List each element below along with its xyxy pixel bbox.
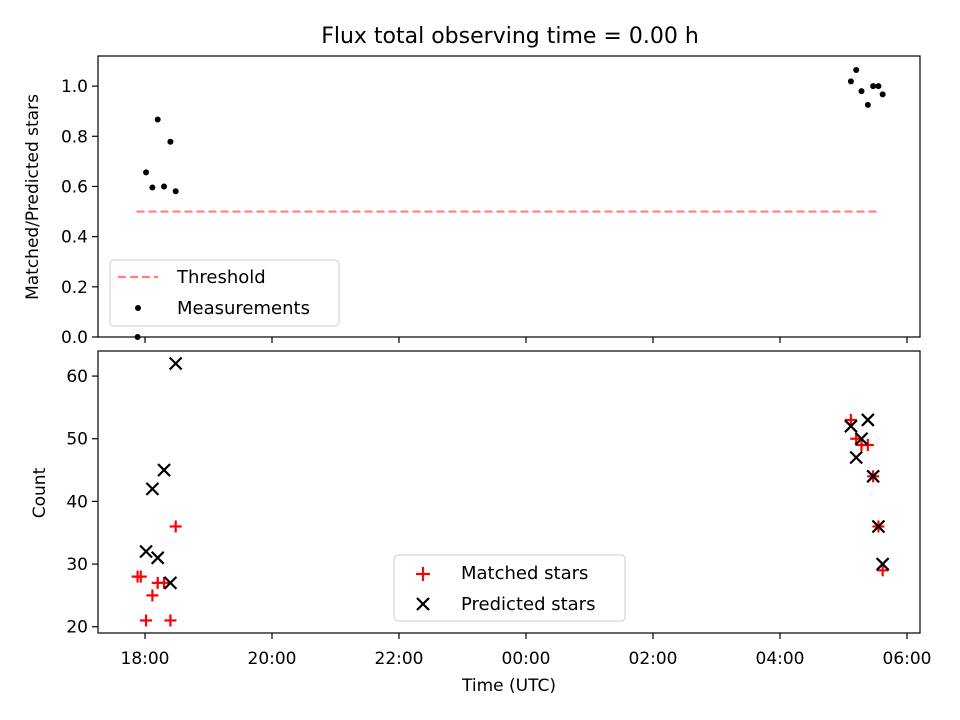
threshold-legend-label: Threshold — [176, 267, 266, 288]
measurement-point — [870, 83, 877, 90]
measurement-point — [853, 67, 860, 74]
predicted-legend-label: Predicted stars — [461, 594, 595, 615]
predicted-star-point — [844, 419, 858, 433]
top-y-axis: 0.0 0.2 0.4 0.6 0.8 1.0 — [61, 77, 98, 348]
bottom-plot-area — [131, 356, 890, 627]
matched-star-point — [876, 564, 889, 577]
predicted-star-point — [145, 482, 160, 496]
matched-star-point — [169, 520, 182, 533]
matched-star-point — [140, 614, 153, 627]
predicted-star-point — [849, 450, 863, 465]
predicted-star-point — [168, 356, 183, 371]
predicted-star-point — [866, 469, 880, 484]
predicted-star-point — [875, 557, 890, 571]
measurement-point — [134, 334, 141, 340]
predicted-star-point — [861, 413, 875, 427]
top-x-axis-ticks — [144, 337, 908, 343]
matched-star-point — [164, 614, 177, 627]
x-tick-label: 22:00 — [375, 649, 424, 669]
measurement-point — [161, 183, 168, 190]
bottom-panel: 20 30 40 50 60 18:00 20:00 22:00 00:00 02:00 04:0… — [30, 350, 932, 696]
matched-star-point — [158, 576, 171, 589]
predicted-star-point — [157, 463, 171, 477]
measurements-legend-label: Measurements — [177, 298, 310, 319]
x-tick-label: 00:00 — [502, 649, 551, 669]
top-plot-area — [134, 67, 886, 340]
measurement-point — [847, 78, 854, 85]
top-y-tick-label: 1.0 — [61, 77, 88, 97]
measurement-point — [864, 101, 871, 108]
predicted-star-point — [139, 544, 153, 559]
top-y-tick-label: 0.6 — [61, 177, 88, 197]
matched-legend-swatch — [416, 567, 430, 581]
x-tick-label: 20:00 — [248, 649, 297, 669]
x-axis: 18:00 20:00 22:00 00:00 02:00 04:00 06:00 — [121, 633, 932, 669]
top-panel: 0.0 0.2 0.4 0.6 0.8 1.0 Matched/Predicted sta… — [23, 55, 921, 348]
top-y-tick-label: 0.2 — [61, 278, 88, 298]
matched-star-point — [146, 589, 159, 602]
x-tick-label: 02:00 — [629, 649, 678, 669]
top-y-axis-label: Matched/Predicted stars — [23, 94, 43, 300]
top-legend: Threshold Measurements — [109, 259, 340, 327]
predicted-star-point — [150, 551, 165, 565]
chart-title: Flux total observing time = 0.00 h — [321, 24, 699, 49]
bottom-panel-frame — [97, 350, 921, 634]
matched-star-point — [844, 413, 857, 426]
bottom-y-tick-label: 20 — [66, 618, 88, 638]
matched-star-point — [861, 439, 874, 451]
bottom-y-tick-label: 50 — [66, 430, 88, 450]
top-panel-frame — [97, 55, 921, 338]
measurement-point — [875, 83, 882, 90]
x-tick-label: 06:00 — [883, 649, 932, 669]
predicted-star-point — [854, 431, 869, 446]
top-y-tick-label: 0.8 — [61, 127, 88, 147]
top-legend-box — [109, 259, 340, 327]
measurement-point — [879, 91, 886, 98]
measurement-point — [167, 138, 174, 145]
bottom-y-tick-label: 30 — [66, 555, 88, 575]
x-tick-label: 04:00 — [756, 649, 805, 669]
bottom-legend-box — [393, 554, 626, 622]
measurement-point — [858, 88, 865, 95]
bottom-y-axis: 20 30 40 50 60 — [66, 367, 98, 638]
predicted-legend-swatch — [416, 597, 430, 611]
matched-star-point — [134, 570, 147, 583]
measurements-legend-swatch — [135, 305, 141, 311]
bottom-y-axis-label: Count — [30, 467, 50, 518]
measurement-point — [143, 169, 150, 176]
bottom-legend: Matched stars Predicted stars — [393, 554, 626, 622]
bottom-y-tick-label: 40 — [66, 492, 88, 512]
x-axis-label: Time (UTC) — [461, 676, 556, 696]
x-tick-label: 18:00 — [121, 649, 170, 669]
predicted-star-point — [871, 519, 886, 534]
predicted-star-point — [163, 576, 178, 590]
matched-legend-label: Matched stars — [461, 563, 588, 584]
measurement-point — [172, 188, 179, 195]
measurement-point — [154, 116, 161, 123]
top-y-tick-label: 0.4 — [61, 228, 88, 248]
bottom-y-tick-label: 60 — [66, 367, 88, 387]
top-y-tick-label: 0.0 — [61, 328, 88, 348]
measurement-point — [149, 184, 156, 191]
